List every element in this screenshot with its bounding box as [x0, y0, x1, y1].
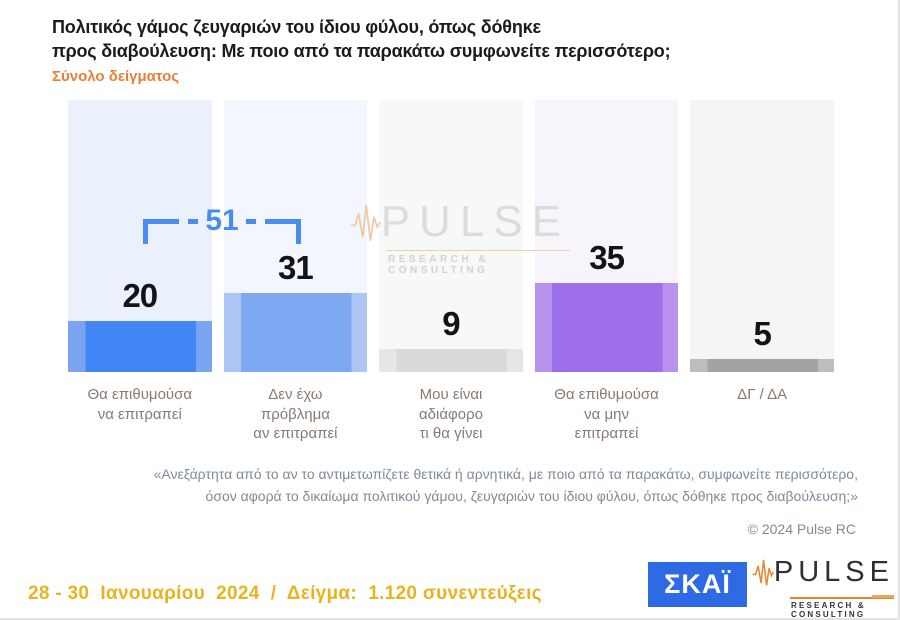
bar-value-label: 31	[278, 249, 314, 286]
quote-line1: «Ανεξάρτητα από το αν το αντιμετωπίζετε …	[153, 466, 858, 482]
bar	[223, 293, 368, 372]
category-label: Δεν έχω πρόβλημα αν επιτραπεί	[253, 386, 338, 442]
category-label: Θα επιθυμούσα να μην επιτραπεί	[554, 386, 659, 442]
bar	[68, 321, 212, 372]
bar-value-label: 9	[442, 305, 460, 342]
category-label: Θα επιθυμούσα να επιτραπεί	[87, 386, 193, 423]
skai-logo: ΣΚΑΪ	[648, 562, 747, 607]
column-background: 9	[379, 100, 523, 372]
pulse-logo-waveform-icon	[752, 559, 774, 586]
pulse-logo-tagline: RESEARCH & CONSULTING	[791, 601, 866, 619]
chart-column: 20 Θα επιθυμούσα να επιτραπεί	[68, 100, 212, 444]
category-label: ΔΓ / ΔΑ	[737, 386, 788, 403]
chart-columns: 20 Θα επιθυμούσα να επιτραπεί 31 Δεν έχω πρ…	[68, 100, 834, 444]
column-background: 35	[534, 100, 679, 372]
bar-value-label: 20	[122, 277, 158, 314]
bracket-corner-right	[275, 219, 301, 244]
bracket-corner-left	[143, 219, 169, 244]
pulse-logo: PULSE RESEARCH & CONSULTING	[752, 549, 894, 619]
bar-chart: 20 Θα επιθυμούσα να επιτραπεί 31 Δεν έχω πρ…	[68, 100, 834, 444]
quote-line2: όσον αφορά το δικαίωμα πολιτικού γάμου, …	[205, 487, 858, 504]
bar	[379, 349, 523, 372]
chart-column: 35 Θα επιθυμούσα να μην επιτραπεί	[534, 100, 679, 444]
column-background: 5	[690, 100, 834, 372]
column-background: 20	[68, 100, 212, 372]
footer-date-sample: 28 - 30 Ιανουαρίου 2024 / Δείγμα: 1.120 …	[28, 583, 542, 604]
page-subtitle: Σύνολο δείγματος	[52, 67, 180, 85]
copyright-text: © 2024 Pulse RC	[747, 521, 856, 537]
bracket-dash-right	[245, 219, 275, 224]
pulse-logo-divider	[790, 595, 894, 599]
chart-column: 9 Μου είναι αδιάφορο τι θα γίνει	[379, 100, 523, 444]
bar	[534, 283, 679, 372]
chart-column: 31 Δεν έχω πρόβλημα αν επιτραπεί	[223, 100, 368, 444]
title-block: Πολιτικός γάμος ζευγαριών του ίδιου φύλο…	[52, 16, 671, 85]
survey-question-quote: «Ανεξάρτητα από το αν το αντιμετωπίζετε …	[38, 464, 858, 507]
bracket-sum-label: 51	[205, 204, 239, 237]
bar-value-label: 5	[753, 315, 771, 352]
pulse-logo-brand-text: PULSE	[773, 555, 894, 588]
bar-value-label: 35	[589, 239, 625, 276]
bar	[690, 359, 834, 372]
category-label: Μου είναι αδιάφορο τι θα γίνει	[418, 386, 483, 442]
page-title-line1: Πολιτικός γάμος ζευγαριών του ίδιου φύλο…	[52, 17, 541, 37]
chart-column: 5 ΔΓ / ΔΑ	[690, 100, 834, 444]
skai-logo-text: ΣΚΑΪ	[664, 569, 731, 599]
bracket-dash-left	[169, 219, 199, 224]
sum-bracket: 51	[143, 206, 301, 244]
page-title-line2: προς διαβούλευση: Με ποιο από τα παρακάτ…	[52, 40, 671, 61]
column-background: 31	[223, 100, 368, 372]
